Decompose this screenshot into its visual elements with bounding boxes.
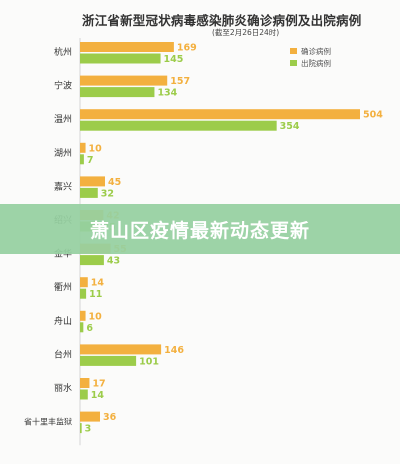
category-label: 省十里丰监狱 [24, 417, 72, 427]
category-label: 宁波 [54, 80, 72, 92]
category-label: 台州 [54, 348, 72, 360]
legend-swatch [290, 60, 297, 66]
data-label: 10 [89, 311, 103, 322]
bar-discharged [80, 288, 87, 299]
data-label: 14 [91, 278, 105, 289]
bar-confirmed [80, 411, 100, 422]
legend-swatch [290, 48, 297, 54]
headline-banner: 萧山区疫情最新动态更新 [0, 204, 400, 254]
category-label: 杭州 [54, 46, 72, 58]
category-label: 丽水 [54, 382, 72, 394]
category-label: 温州 [54, 114, 72, 125]
bar-discharged [80, 87, 155, 98]
chart-title: 浙江省新型冠状病毒感染肺炎确诊病例及出院病例 [82, 13, 362, 28]
bar-discharged [80, 53, 161, 64]
bar-confirmed [80, 176, 105, 187]
chart-subtitle: (截至2月26日24时) [212, 28, 280, 37]
data-label: 146 [164, 345, 184, 356]
category-label: 嘉兴 [54, 180, 72, 192]
data-label: 3 [85, 424, 92, 435]
bar-confirmed [80, 142, 86, 153]
data-label: 7 [87, 155, 94, 166]
data-label: 134 [157, 88, 177, 99]
bar-confirmed [80, 42, 174, 52]
legend-label: 确诊病例 [301, 46, 331, 56]
bar-discharged [80, 389, 88, 400]
bar-confirmed [80, 344, 162, 355]
data-label: 157 [170, 76, 190, 87]
data-label: 36 [103, 412, 117, 423]
data-label: 32 [101, 188, 114, 199]
bar-discharged [80, 255, 104, 266]
data-label: 14 [91, 390, 105, 401]
bar-discharged [80, 187, 98, 198]
data-label: 45 [108, 177, 121, 188]
data-label: 504 [363, 110, 383, 121]
data-label: 145 [164, 54, 184, 65]
data-label: 10 [89, 143, 103, 154]
data-label: 354 [280, 121, 300, 132]
category-label: 舟山 [54, 315, 72, 327]
bar-discharged [80, 154, 84, 165]
data-label: 17 [92, 379, 105, 390]
data-label: 11 [89, 289, 102, 300]
bar-confirmed [80, 277, 88, 288]
bar-confirmed [80, 310, 86, 321]
data-label: 101 [139, 356, 159, 367]
bar-discharged [80, 355, 137, 366]
bar-discharged [80, 120, 277, 131]
bar-discharged [80, 423, 82, 434]
bar-discharged [80, 322, 84, 333]
data-label: 169 [177, 43, 197, 54]
data-label: 6 [86, 323, 93, 334]
bar-confirmed [80, 75, 168, 86]
category-label: 衢州 [54, 281, 72, 293]
legend-label: 出院病例 [301, 58, 331, 68]
category-label: 湖州 [54, 148, 72, 159]
data-label: 43 [107, 256, 120, 267]
bar-confirmed [80, 378, 90, 388]
bar-confirmed [80, 109, 360, 120]
